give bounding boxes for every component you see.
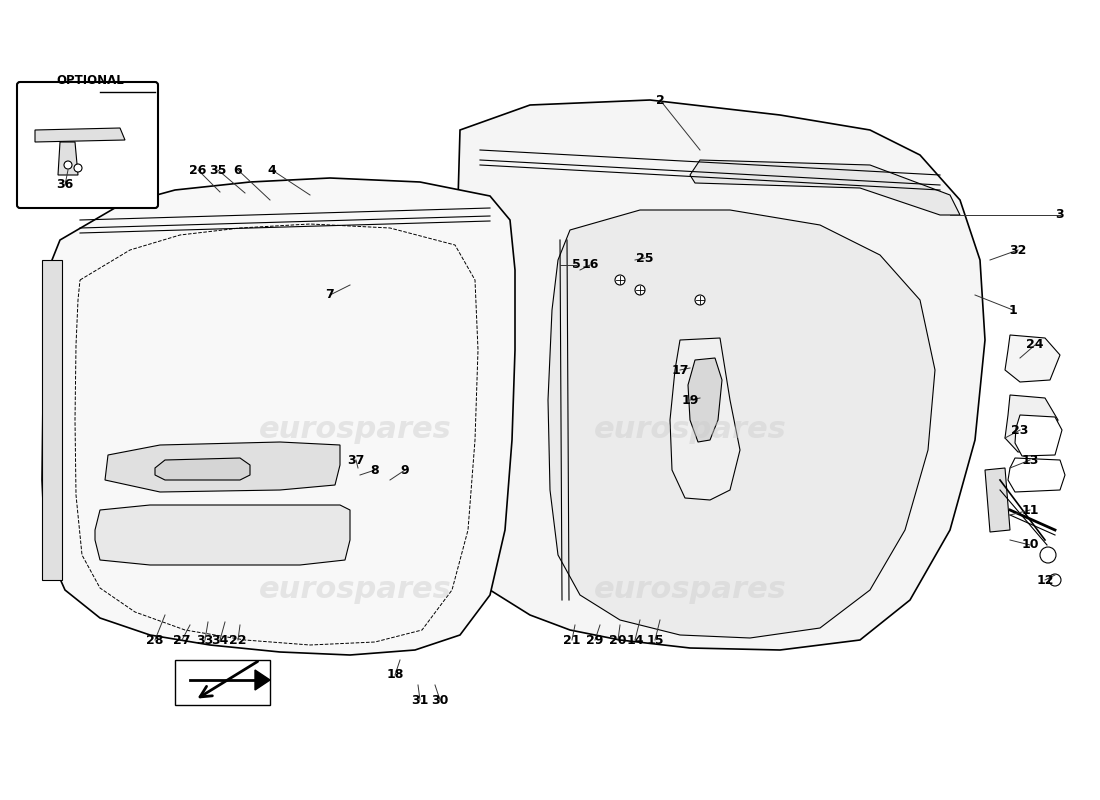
Text: 19: 19 [681, 394, 698, 406]
Circle shape [74, 164, 82, 172]
Circle shape [615, 275, 625, 285]
Text: 37: 37 [348, 454, 365, 466]
Text: 33: 33 [197, 634, 213, 646]
Text: 17: 17 [671, 363, 689, 377]
Text: 14: 14 [626, 634, 644, 646]
Text: 25: 25 [636, 251, 653, 265]
Text: 3: 3 [1056, 209, 1065, 222]
Text: 12: 12 [1036, 574, 1054, 586]
Polygon shape [690, 160, 960, 215]
Polygon shape [984, 468, 1010, 532]
Text: 20: 20 [609, 634, 627, 646]
Text: 5: 5 [572, 258, 581, 271]
Circle shape [635, 285, 645, 295]
Circle shape [695, 295, 705, 305]
Polygon shape [35, 128, 125, 142]
Text: 35: 35 [209, 163, 227, 177]
Text: 6: 6 [233, 163, 242, 177]
Polygon shape [448, 100, 984, 650]
Text: OPTIONAL: OPTIONAL [56, 74, 124, 87]
Text: 22: 22 [229, 634, 246, 646]
Text: 7: 7 [326, 289, 334, 302]
Polygon shape [155, 458, 250, 480]
Polygon shape [1005, 395, 1058, 452]
Polygon shape [688, 358, 722, 442]
Text: 32: 32 [1010, 243, 1026, 257]
Circle shape [64, 161, 72, 169]
Text: 23: 23 [1011, 423, 1028, 437]
Text: 11: 11 [1021, 503, 1038, 517]
Text: 34: 34 [211, 634, 229, 646]
Polygon shape [255, 670, 270, 690]
Text: 10: 10 [1021, 538, 1038, 551]
Text: 29: 29 [586, 634, 604, 646]
Polygon shape [42, 260, 62, 580]
Polygon shape [670, 338, 740, 500]
Text: 30: 30 [431, 694, 449, 706]
Text: 28: 28 [146, 634, 164, 646]
FancyBboxPatch shape [16, 82, 158, 208]
Text: 36: 36 [56, 178, 74, 191]
Polygon shape [58, 142, 78, 175]
Text: eurospares: eurospares [258, 575, 451, 605]
Text: 21: 21 [563, 634, 581, 646]
Text: 26: 26 [189, 163, 207, 177]
Text: 13: 13 [1021, 454, 1038, 466]
Polygon shape [175, 660, 270, 705]
Text: 27: 27 [174, 634, 190, 646]
Polygon shape [1005, 335, 1060, 382]
Text: 31: 31 [411, 694, 429, 706]
Text: 15: 15 [647, 634, 663, 646]
Text: 8: 8 [371, 463, 380, 477]
Text: 1: 1 [1009, 303, 1018, 317]
Text: 16: 16 [581, 258, 598, 271]
Polygon shape [95, 505, 350, 565]
Polygon shape [1015, 415, 1062, 456]
Polygon shape [548, 210, 935, 638]
Text: 24: 24 [1026, 338, 1044, 351]
Polygon shape [42, 178, 515, 655]
Polygon shape [104, 442, 340, 492]
Text: 2: 2 [656, 94, 664, 106]
Text: eurospares: eurospares [594, 575, 786, 605]
Circle shape [1049, 574, 1061, 586]
Text: eurospares: eurospares [594, 415, 786, 445]
Text: 9: 9 [400, 463, 409, 477]
Text: 4: 4 [267, 163, 276, 177]
Text: eurospares: eurospares [258, 415, 451, 445]
Circle shape [1040, 547, 1056, 563]
Text: 18: 18 [386, 669, 404, 682]
Polygon shape [1008, 458, 1065, 492]
